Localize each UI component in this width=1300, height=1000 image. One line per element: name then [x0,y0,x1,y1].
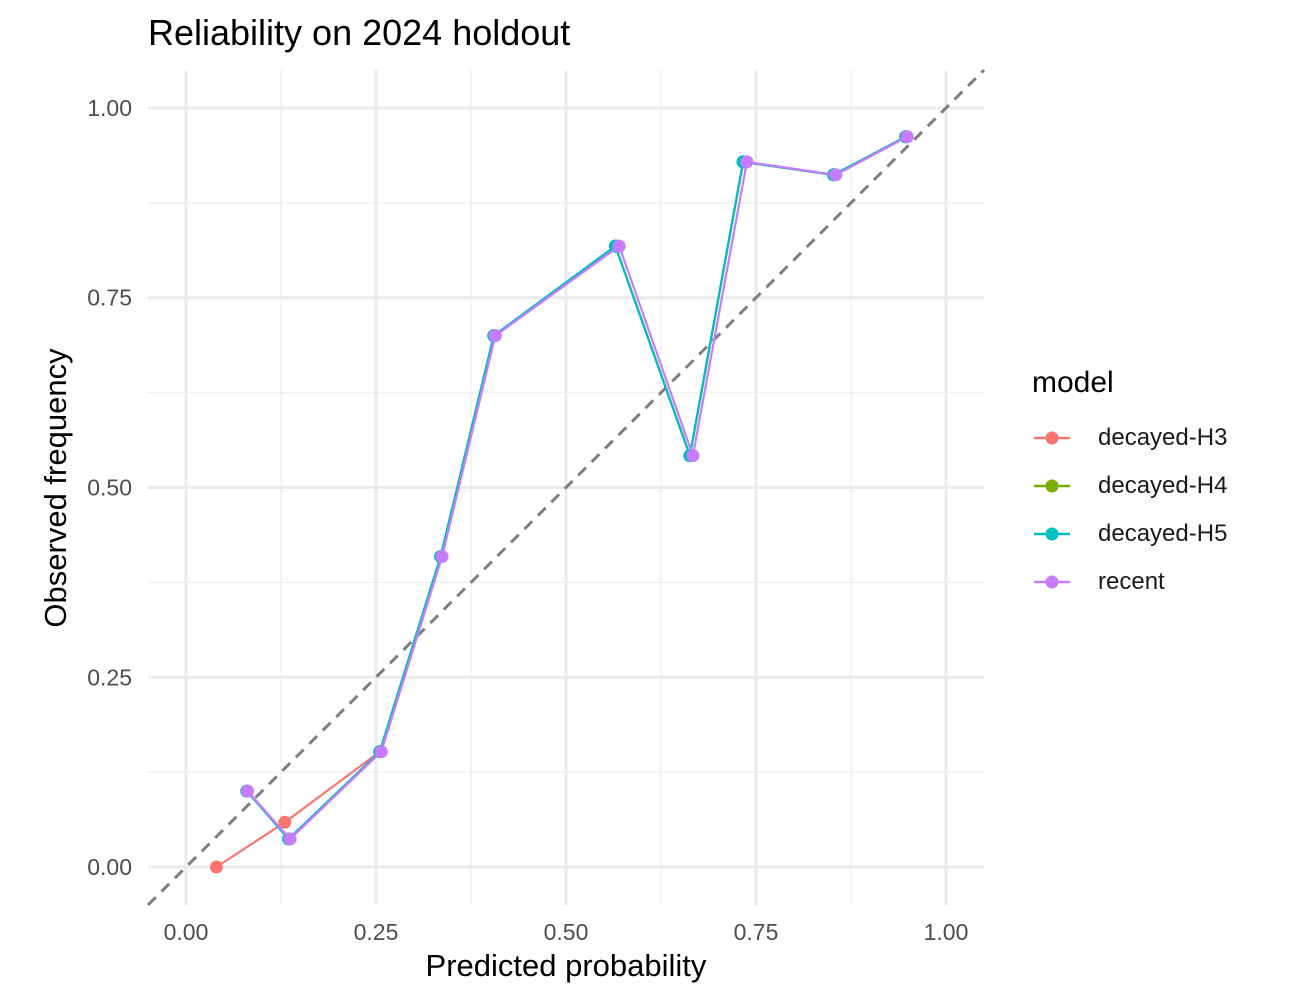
data-point [374,745,388,759]
legend-item-decayed-H5: decayed-H5 [1032,510,1227,558]
data-point [209,860,223,874]
legend-item-recent: recent [1032,558,1227,606]
data-point [686,449,700,463]
legend-key [1032,476,1072,496]
series-layer [209,130,914,874]
series-line-decayed-H3 [215,135,907,868]
y-tick-label: 0.00 [87,854,132,880]
data-point [829,168,843,182]
legend-key [1032,524,1072,544]
legend-key [1032,572,1072,592]
y-axis-title: Observed frequency [38,348,73,628]
series-line-recent [246,135,908,841]
y-tick-label: 0.25 [87,664,132,690]
x-axis-title: Predicted probability [425,948,707,983]
data-point [283,832,297,846]
y-tick-label: 1.00 [87,95,132,121]
tick-label-layer: 0.00 0.25 0.50 0.75 1.00 0.00 0.25 0.50 0.75 1.00 [87,95,968,945]
series-recent [241,130,914,846]
legend-label: decayed-H3 [1098,424,1228,451]
diagonal-reference-line [146,68,986,907]
x-tick-label: 1.00 [924,919,969,945]
data-point [435,550,449,564]
legend: model decayed-H3 decayed-H4 decayed-H5 rece… [1032,366,1227,606]
y-tick-label: 0.50 [87,475,132,501]
legend-item-decayed-H3: decayed-H3 [1032,414,1227,462]
x-tick-label: 0.25 [354,919,399,945]
chart-title: Reliability on 2024 holdout [148,12,571,53]
y-tick-label: 0.75 [87,285,132,311]
data-point [612,239,626,253]
data-point [241,784,255,798]
legend-items: decayed-H3 decayed-H4 decayed-H5 recent [1032,414,1227,606]
legend-item-decayed-H4: decayed-H4 [1032,462,1227,510]
x-tick-label: 0.75 [734,919,779,945]
x-tick-label: 0.50 [544,919,589,945]
legend-label: decayed-H5 [1098,520,1228,547]
data-point [900,130,914,144]
x-tick-label: 0.00 [164,919,209,945]
legend-label: decayed-H4 [1098,472,1228,499]
series-decayed-H3 [209,130,913,874]
reference-line-layer [146,68,986,907]
data-point [278,815,292,829]
data-point [488,329,502,343]
data-point [740,155,754,169]
legend-title: model [1032,366,1114,399]
legend-key [1032,428,1072,448]
legend-label: recent [1098,568,1165,595]
